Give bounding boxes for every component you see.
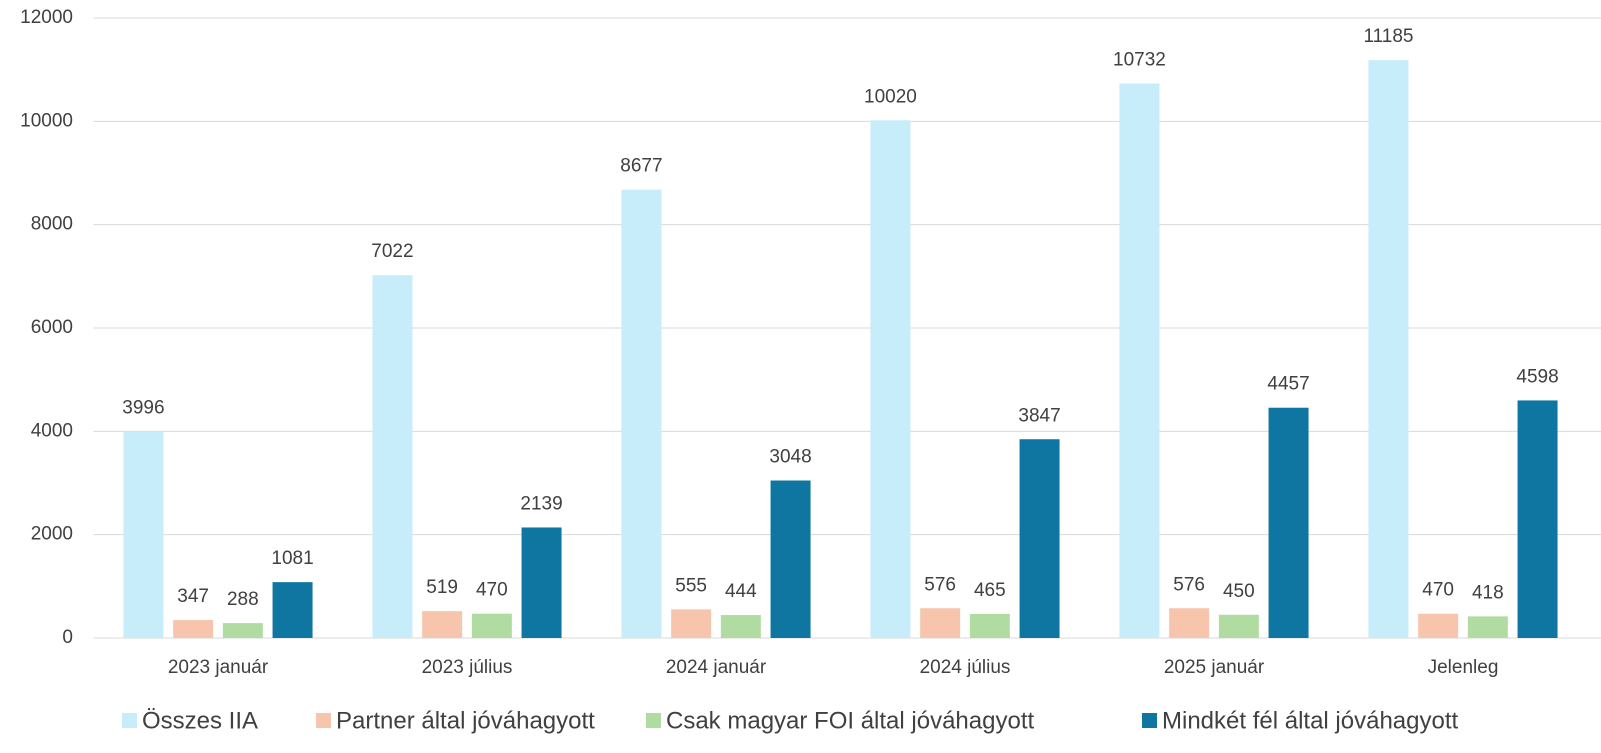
data-label: 11185 [1363,26,1413,47]
bar [770,480,811,638]
data-label: 465 [974,580,1006,601]
bar [870,120,911,639]
bar [621,189,662,638]
bar [1218,614,1259,638]
legend-label: Partner által jóváhagyott [336,707,595,734]
legend-swatch [316,713,331,728]
data-label: 1081 [271,548,313,569]
data-label: 470 [476,580,508,601]
data-label: 555 [675,575,707,596]
data-label: 347 [177,586,209,607]
data-label: 3996 [122,398,164,419]
y-tick-label: 8000 [31,214,73,235]
bar [1517,400,1558,638]
y-tick-label: 2000 [31,524,73,545]
x-tick-label: 2024 július [920,657,1011,678]
x-tick-label: 2024 január [666,657,767,678]
data-label: 519 [426,577,458,598]
legend-label: Mindkét fél által jóváhagyott [1162,707,1459,734]
bar [969,613,1010,638]
data-label: 3847 [1018,405,1060,426]
y-tick-label: 4000 [31,420,73,441]
y-tick-label: 0 [62,627,73,648]
x-tick-label: 2023 július [422,657,513,678]
bar [1418,613,1459,638]
data-label: 8677 [620,156,662,177]
bar [471,613,512,638]
bar [1268,407,1309,638]
bar [123,431,164,638]
legend-label: Összes IIA [142,707,258,734]
y-tick-label: 6000 [31,317,73,338]
data-label: 418 [1472,582,1504,603]
data-label: 3048 [769,447,811,468]
data-label: 444 [725,581,757,602]
x-tick-label: 2025 január [1164,657,1265,678]
legend-swatch [646,713,661,728]
legend-swatch [1142,713,1157,728]
bar [1019,439,1060,638]
bar [920,608,961,638]
bar [222,623,263,638]
bar [272,582,313,638]
x-tick-label: Jelenleg [1428,657,1499,678]
data-label: 10020 [864,86,917,107]
data-label: 10732 [1113,50,1166,71]
data-label: 7022 [371,241,413,262]
legend-label: Csak magyar FOI által jóváhagyott [666,707,1034,734]
bar [521,527,562,638]
data-label: 576 [1173,574,1205,595]
data-label: 4457 [1267,374,1309,395]
y-tick-label: 12000 [20,7,73,28]
bar [671,609,712,638]
y-tick-label: 10000 [20,110,73,131]
bar [1169,608,1210,638]
data-label: 288 [227,589,259,610]
bar [1368,60,1409,638]
data-label: 470 [1422,580,1454,601]
data-label: 450 [1223,581,1255,602]
data-label: 2139 [520,494,562,515]
bar [173,620,214,638]
data-label: 4598 [1516,366,1558,387]
data-label: 576 [924,574,956,595]
x-tick-label: 2023 január [168,657,269,678]
bar [372,275,413,638]
bar [1467,616,1508,638]
bar [422,611,463,638]
bar [1119,83,1160,639]
legend-swatch [122,713,137,728]
bar [720,615,761,638]
